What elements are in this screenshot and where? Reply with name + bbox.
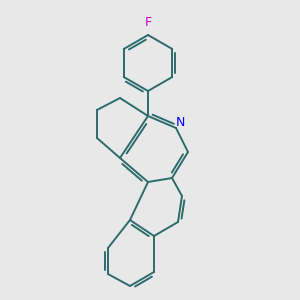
Text: F: F xyxy=(144,16,152,29)
Text: N: N xyxy=(175,116,185,128)
